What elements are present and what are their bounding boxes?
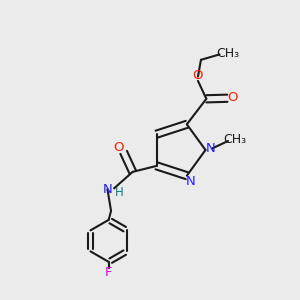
- Text: O: O: [193, 69, 203, 82]
- Text: N: N: [103, 183, 112, 196]
- Text: N: N: [206, 142, 216, 155]
- Text: F: F: [105, 266, 112, 279]
- Text: O: O: [113, 141, 124, 154]
- Text: N: N: [186, 175, 195, 188]
- Text: H: H: [115, 186, 124, 200]
- Text: CH₃: CH₃: [216, 47, 239, 60]
- Text: CH₃: CH₃: [223, 133, 247, 146]
- Text: O: O: [227, 91, 237, 104]
